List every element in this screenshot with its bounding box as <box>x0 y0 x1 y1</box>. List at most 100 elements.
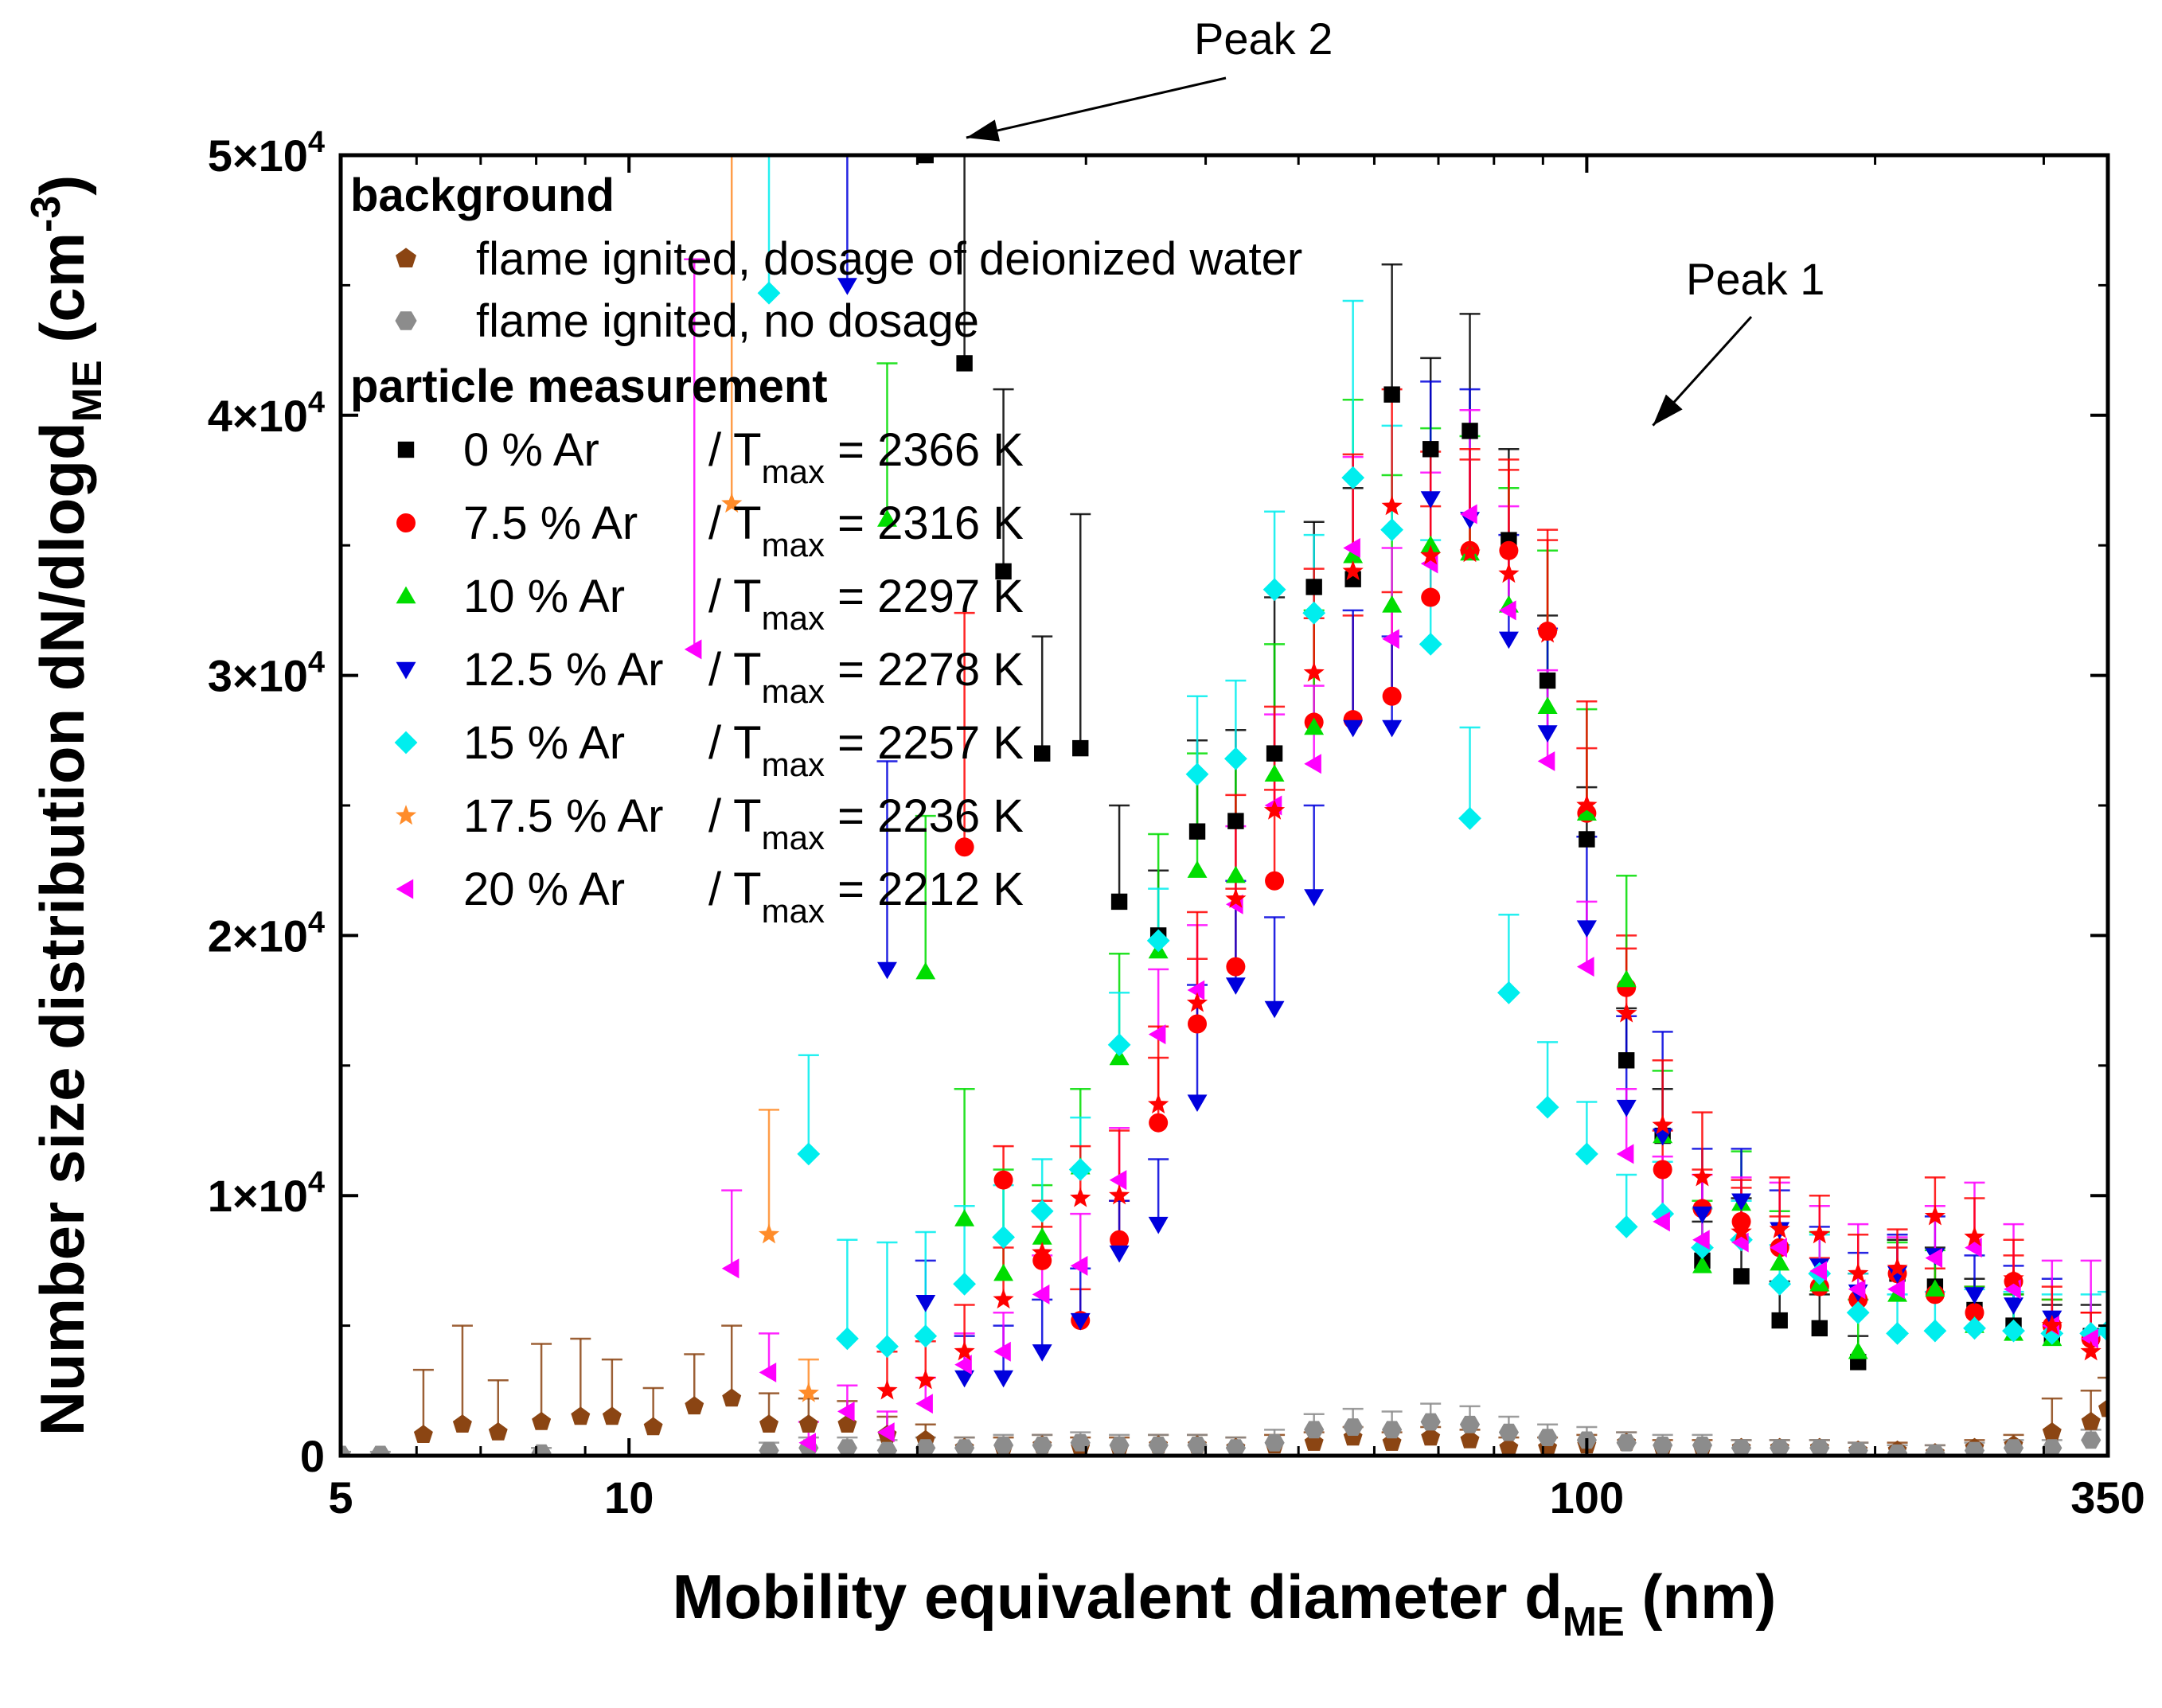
data-point <box>1616 1099 1637 1117</box>
data-point <box>1653 1437 1673 1454</box>
data-point <box>1925 1444 1945 1456</box>
data-point <box>993 1170 1013 1190</box>
data-point <box>1227 813 1244 829</box>
data-point <box>1034 745 1051 762</box>
data-point <box>837 1402 855 1421</box>
data-point <box>954 837 974 857</box>
data-point <box>797 1142 821 1166</box>
data-point <box>954 1340 975 1361</box>
data-point <box>1731 1221 1752 1242</box>
data-point <box>1186 992 1208 1012</box>
data-point <box>1109 1047 1130 1066</box>
data-point <box>1148 1437 1169 1454</box>
data-point <box>954 1370 975 1388</box>
data-point <box>1692 1437 1713 1454</box>
data-point <box>836 1327 859 1351</box>
data-point <box>915 961 936 980</box>
data-point <box>1499 1437 1519 1456</box>
data-point <box>993 1263 1013 1281</box>
data-point <box>759 1363 777 1382</box>
data-point <box>1381 495 1403 516</box>
data-point <box>1225 1439 1246 1456</box>
data-point <box>1616 969 1637 988</box>
data-point <box>1809 1223 1830 1244</box>
data-point <box>2002 1319 2025 1343</box>
data-point <box>1887 1257 1908 1277</box>
data-point <box>1459 1415 1481 1433</box>
data-point <box>2080 1340 2102 1361</box>
data-point <box>1420 544 1442 565</box>
data-point <box>1420 535 1441 553</box>
data-point <box>1072 739 1089 757</box>
data-point <box>1187 1437 1208 1454</box>
legend-tmax: / Tmax = 2257 K <box>708 717 1024 783</box>
data-point <box>1846 1300 1870 1324</box>
data-point <box>1887 1444 1908 1456</box>
legend: background flame ignited, dosage of deio… <box>350 170 1302 930</box>
data-point <box>1731 1193 1751 1211</box>
legend-marker <box>397 441 415 458</box>
data-point <box>798 1382 819 1402</box>
data-point <box>2081 1328 2098 1349</box>
axes: 0 1×104 2×104 3×104 4×104 5×104 5 10 100 350 <box>208 126 2145 1523</box>
data-point <box>1382 629 1399 649</box>
data-point <box>1770 1439 1790 1456</box>
data-point <box>1343 545 1364 563</box>
data-point <box>1733 1268 1750 1285</box>
data-point <box>1576 803 1597 821</box>
data-point <box>915 1439 936 1456</box>
data-point <box>1264 1433 1285 1452</box>
data-point <box>370 1445 391 1456</box>
data-point <box>341 1445 351 1456</box>
data-point <box>643 1417 663 1436</box>
data-point <box>1225 977 1246 995</box>
data-point <box>993 1370 1013 1388</box>
legend-label: 10 % Ar <box>463 571 625 622</box>
data-point <box>1421 587 1441 607</box>
data-point <box>2003 1439 2024 1456</box>
data-point <box>1070 1312 1091 1331</box>
legend-label: 15 % Ar <box>463 717 625 769</box>
data-point <box>1498 1423 1519 1441</box>
data-point <box>1419 633 1442 656</box>
data-point <box>1264 799 1286 820</box>
data-point <box>1651 1202 1675 1226</box>
data-point <box>602 1406 622 1425</box>
data-point <box>915 1295 936 1312</box>
data-point <box>876 1441 898 1456</box>
data-point <box>1965 1287 1984 1304</box>
legend-tmax: / Tmax = 2278 K <box>708 644 1024 710</box>
legend-marker <box>395 311 417 330</box>
data-point <box>759 1441 779 1456</box>
data-point <box>1305 579 1322 595</box>
data-point <box>1304 754 1321 774</box>
legend-marker <box>396 513 416 532</box>
y-axis-title: Number size distribution dN/dlogdME (cm-… <box>23 175 111 1437</box>
data-point <box>1459 542 1481 563</box>
data-point <box>914 1324 938 1348</box>
y-tick-label: 5×104 <box>208 126 325 181</box>
data-markers <box>341 155 2108 1456</box>
data-point <box>1925 1279 1945 1297</box>
data-point <box>1110 893 1128 911</box>
y-tick-label: 2×104 <box>208 906 325 961</box>
legend-marker <box>395 805 417 825</box>
data-point <box>1731 1439 1752 1456</box>
data-point <box>1652 1114 1673 1135</box>
data-point <box>1382 1421 1403 1439</box>
data-point <box>1342 560 1364 580</box>
data-point <box>1537 622 1559 643</box>
legend-label: 12.5 % Ar <box>463 644 663 696</box>
legend-heading-background: background <box>350 170 615 221</box>
data-point <box>488 1422 508 1441</box>
y-tick-label: 4×104 <box>208 386 325 441</box>
data-point <box>1343 538 1360 558</box>
legend-marker <box>396 661 416 680</box>
legend-label: 20 % Ar <box>463 864 625 915</box>
data-point <box>1616 1433 1637 1452</box>
peak-1-label: Peak 1 <box>1686 254 1824 304</box>
y-tick-label: 3×104 <box>208 646 325 701</box>
data-point <box>1461 423 1478 439</box>
data-point <box>532 1411 552 1430</box>
